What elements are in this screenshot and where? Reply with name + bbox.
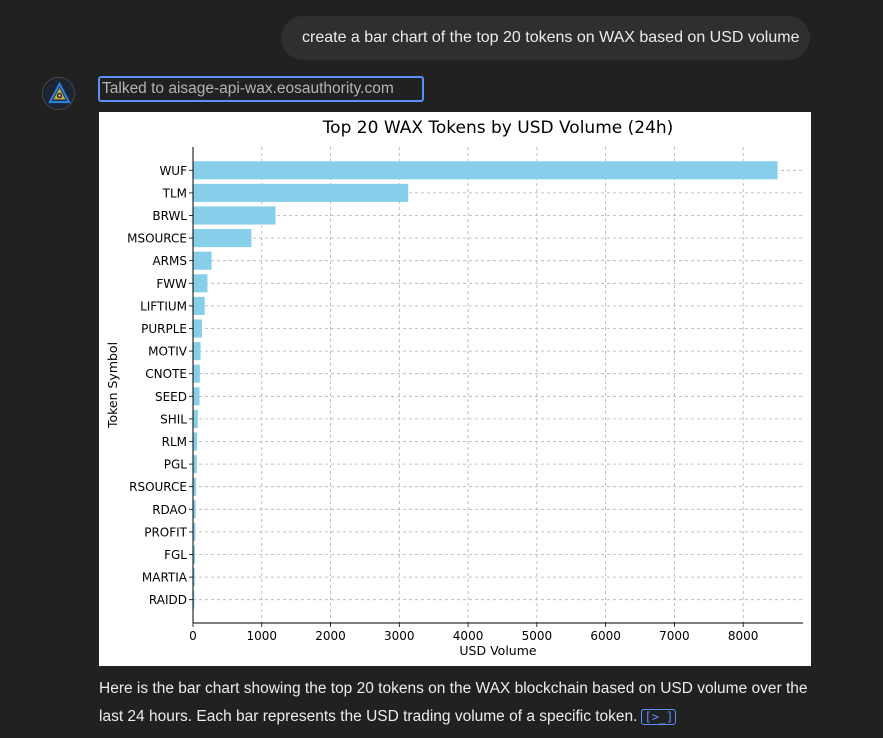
y-axis-label: Token Symbol [105,342,120,429]
x-tick-label: 0 [189,629,197,643]
bar-profit [193,522,196,541]
response-text: Here is the bar chart showing the top 20… [99,680,808,725]
user-message-bubble: create a bar chart of the top 20 tokens … [281,16,810,60]
y-tick-label: FWW [156,277,187,291]
x-tick-label: 6000 [590,629,621,643]
bar-pgl [193,455,197,474]
bar-fww [193,274,208,293]
y-tick-label: MOTIV [148,345,188,359]
bar-liftium [193,296,205,315]
x-tick-label: 2000 [315,629,346,643]
x-tick-label: 1000 [246,629,277,643]
bar-cnote [193,364,200,383]
bar-purple [193,319,202,338]
assistant-logo-icon [42,77,75,110]
bar-rdao [193,500,196,519]
x-tick-label: 4000 [453,629,484,643]
x-tick-label: 7000 [659,629,690,643]
tool-call-status[interactable]: Talked to aisage-api-wax.eosauthority.co… [98,76,424,102]
bar-wuf [193,161,778,180]
bar-raidd [193,590,195,609]
chart-title: Top 20 WAX Tokens by USD Volume (24h) [322,118,674,138]
y-tick-label: PURPLE [141,322,187,336]
y-tick-label: WUF [159,164,187,178]
y-tick-label: FGL [164,548,187,562]
y-tick-label: MARTIA [142,571,188,585]
y-tick-label: BRWL [152,209,187,223]
bar-motiv [193,342,201,361]
y-tick-label: SHIL [160,412,187,426]
y-tick-label: RDAO [152,503,187,517]
y-tick-label: CNOTE [145,367,187,381]
user-message-text: create a bar chart of the top 20 tokens … [302,29,800,46]
assistant-response: Here is the bar chart showing the top 20… [99,675,819,731]
x-tick-label: 8000 [728,629,759,643]
x-axis-label: USD Volume [459,643,536,658]
chart-image: Top 20 WAX Tokens by USD Volume (24h) 0 10… [99,112,811,666]
bar-brwl [193,206,276,225]
y-tick-label: MSOURCE [127,232,187,246]
y-tick-label: RSOURCE [129,480,187,494]
x-tick-label: 5000 [522,629,553,643]
bar-msource [193,229,252,248]
x-tick-label: 3000 [384,629,415,643]
bar-seed [193,387,200,406]
tool-call-text: Talked to aisage-api-wax.eosauthority.co… [102,80,394,97]
y-tick-label: PGL [164,458,188,472]
y-tick-label: TLM [162,186,187,200]
bar-tlm [193,183,409,202]
y-tick-label: LIFTIUM [140,299,187,313]
y-tick-label: PROFIT [144,525,187,539]
bar-shil [193,409,198,428]
bar-rlm [193,432,198,451]
y-tick-label: ARMS [152,254,187,268]
code-citation-icon[interactable]: [>_] [641,708,677,725]
bar-fgl [193,545,196,564]
bar-arms [193,251,212,270]
bar-martia [193,568,195,587]
bar-rsource [193,477,197,496]
bar-chart: Top 20 WAX Tokens by USD Volume (24h) 0 10… [105,118,803,658]
y-tick-label: SEED [155,390,187,404]
y-tick-label: RAIDD [149,593,187,607]
y-tick-label: RLM [162,435,187,449]
